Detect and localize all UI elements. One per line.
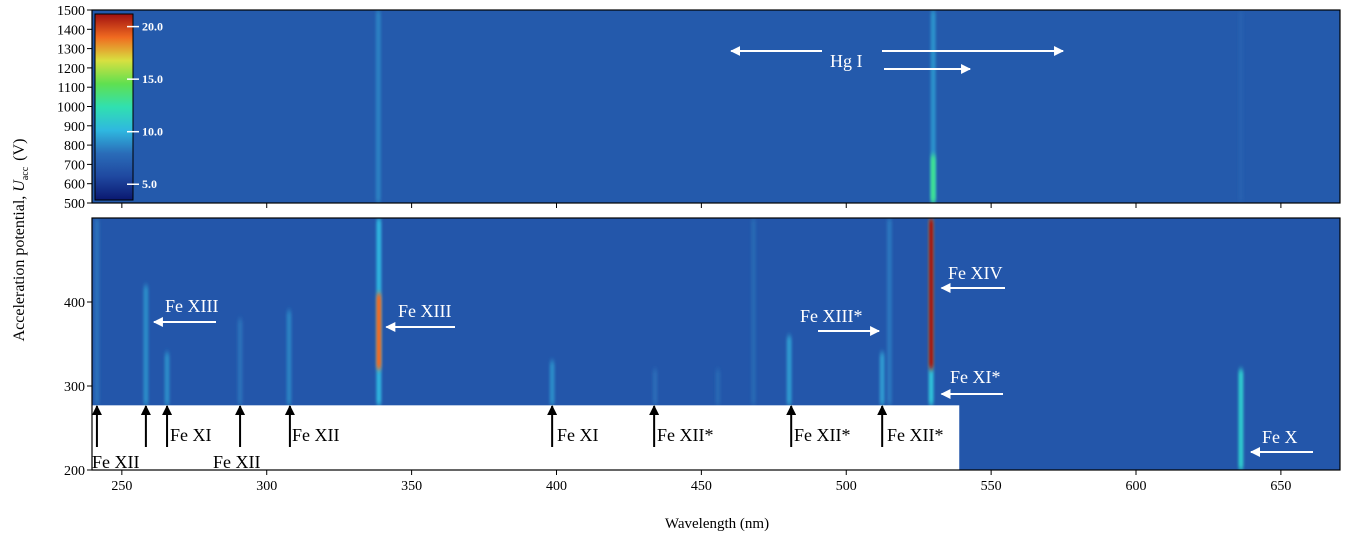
emission-line [237, 318, 243, 406]
emission-line [1238, 10, 1244, 203]
y-axis-label-subscript: acc [20, 166, 31, 180]
annotation-label: Fe XII* [794, 425, 851, 445]
x-tick-label: 250 [111, 479, 132, 494]
y-tick-label: 1400 [57, 23, 85, 38]
y-tick-label: 400 [64, 296, 85, 311]
emission-line [143, 285, 149, 406]
y-tick-label: 1000 [57, 101, 85, 116]
emission-line [1238, 369, 1244, 470]
annotation-label: Fe XII* [887, 425, 944, 445]
emission-line [715, 369, 721, 406]
no-data-region [92, 405, 960, 470]
emission-line [886, 218, 892, 406]
emission-line [786, 335, 792, 406]
emission-line [94, 218, 100, 406]
panel-background [92, 10, 1340, 203]
emission-line [930, 154, 936, 203]
x-tick-label: 300 [256, 479, 277, 494]
y-tick-label: 900 [64, 120, 85, 135]
y-tick-label: 1500 [57, 4, 85, 19]
colorbar-tick-label: 20.0 [142, 20, 163, 34]
annotation-label: Fe X [1262, 427, 1298, 447]
annotation-label: Fe XIII [165, 296, 218, 316]
panel-frame [91, 217, 1341, 471]
emission-line [652, 369, 658, 406]
x-tick-label: 650 [1270, 479, 1291, 494]
annotation-label: Fe XIII* [800, 306, 862, 326]
annotation-label: Fe XII* [657, 425, 714, 445]
y-tick-label: 1300 [57, 43, 85, 58]
emission-line [751, 218, 757, 406]
y-tick-label: 500 [64, 197, 85, 212]
x-tick-label: 600 [1126, 479, 1147, 494]
annotation-label: Fe XI* [950, 367, 1001, 387]
annotation-label: Fe XII [213, 452, 261, 472]
y-axis-label-symbol: U [11, 179, 28, 192]
y-tick-label: 800 [64, 139, 85, 154]
colorbar [94, 13, 134, 201]
emission-line [164, 352, 170, 406]
emission-line [930, 10, 936, 203]
y-tick-label: 200 [64, 464, 85, 479]
x-axis-label: Wavelength (nm) [665, 516, 769, 532]
annotation-label: Fe XIII [398, 301, 451, 321]
x-tick-label: 350 [401, 479, 422, 494]
annotation-label: Fe XII [92, 452, 140, 472]
emission-line [928, 218, 934, 370]
y-tick-label: 1200 [57, 62, 85, 77]
emission-line [286, 310, 292, 406]
colorbar-tick-label: 10.0 [142, 125, 163, 139]
annotation-label: Fe XII [292, 425, 340, 445]
y-tick-label: 300 [64, 380, 85, 395]
annotation-label: Fe XIV [948, 263, 1003, 283]
y-tick-label: 1100 [58, 81, 85, 96]
y-axis-label-text: Acceleration potential, [11, 192, 28, 342]
emission-line [376, 293, 382, 370]
x-tick-label: 550 [981, 479, 1002, 494]
x-tick-label: 400 [546, 479, 567, 494]
y-axis-label-unit: (V) [11, 139, 28, 161]
emission-line [375, 10, 381, 203]
y-axis-label: Acceleration potential, Uacc (V) [11, 139, 31, 342]
colorbar-tick-label: 5.0 [142, 177, 157, 191]
x-tick-label: 500 [836, 479, 857, 494]
annotation-label: Hg I [830, 51, 863, 71]
colorbar-tick-label: 15.0 [142, 72, 163, 86]
emission-line [879, 352, 885, 406]
panel-plot [92, 10, 1340, 203]
annotation-label: Fe XI [170, 425, 212, 445]
panel-plot [92, 218, 1340, 470]
x-tick-label: 450 [691, 479, 712, 494]
y-tick-label: 700 [64, 158, 85, 173]
y-tick-label: 600 [64, 178, 85, 193]
emission-line [549, 360, 555, 406]
annotation-label: Fe XI [557, 425, 599, 445]
